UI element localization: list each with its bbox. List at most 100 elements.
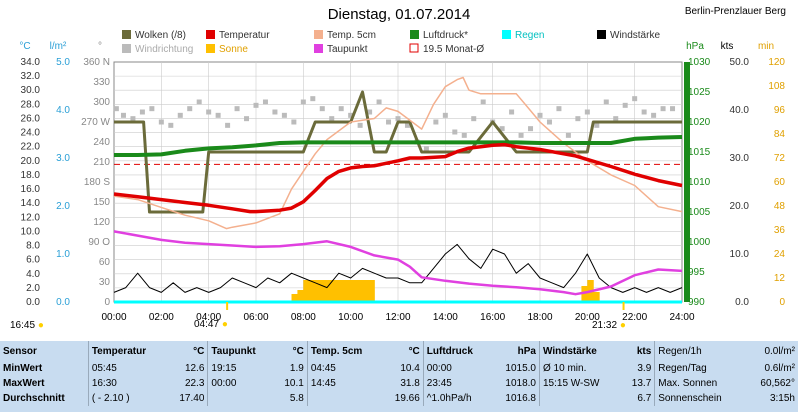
cell-t5-value: 19.66 [394, 393, 420, 404]
row-label: MinWert [3, 363, 43, 374]
wind-direction-point [603, 99, 609, 105]
hd-press: Luftdruck [422, 341, 492, 361]
stats-panel: Sensor Temperatur °C Taupunkt °C Temp. 5… [0, 341, 798, 412]
sun-bar [291, 294, 298, 302]
pressure-tick-label: 1005 [688, 207, 711, 218]
time-tick-label: 22:00 [622, 312, 647, 323]
sun-tick-label: 24 [774, 249, 786, 260]
cell-wind-time [539, 391, 622, 406]
pressure-axis-bar [684, 62, 690, 302]
chart-title: Dienstag, 01.07.2014 [327, 6, 471, 23]
hd-dew-unit: °C [292, 345, 304, 357]
stats-row: Durchschnitt ( - 2.10 ) 17.40 5.8 19.66 … [0, 391, 798, 406]
cell-wind-value: 3.9 [637, 363, 652, 374]
wind-direction-point [528, 126, 534, 132]
wind-direction-point [452, 129, 458, 135]
dir-tick-label: 300 [93, 97, 110, 108]
cell-dew-value: 5.8 [289, 393, 304, 404]
wind-direction-point [670, 106, 676, 112]
dir-tick-label: 120 [93, 217, 110, 228]
time-tick-label: 04:00 [196, 312, 221, 323]
sun-bar [581, 286, 588, 302]
cell-wind-value: 13.7 [631, 378, 652, 389]
sun-tick-label: 36 [774, 225, 786, 236]
hd-dew: Taupunkt [207, 341, 274, 361]
wind-direction-point [291, 119, 297, 125]
legend-swatch [206, 30, 215, 39]
legend-label: Luftdruck* [423, 30, 468, 41]
time-tick-label: 06:00 [243, 312, 268, 323]
cell-t5-value: 31.8 [400, 378, 420, 389]
cell-t5-time: 14:45 [306, 376, 383, 391]
wind-direction-point [509, 109, 515, 115]
stats-row: MaxWert 16:30 22.3 00:00 10.1 14:45 31.8… [0, 376, 798, 391]
series-line-luftdruck [114, 135, 683, 157]
pressure-tick-label: 1010 [688, 177, 711, 188]
legend-label: Sonne [219, 44, 248, 55]
legend-swatch [597, 30, 606, 39]
temp-tick-label: 20.0 [21, 156, 41, 167]
legend-swatch [206, 44, 215, 53]
sun-bar [321, 280, 328, 302]
sun-tick-label: 48 [774, 201, 786, 212]
dir-tick-label: 30 [99, 277, 111, 288]
wind-direction-point [130, 116, 136, 122]
wind-direction-point [556, 106, 562, 112]
sun-bar [368, 280, 375, 302]
cell-extra-value: 60,562° [760, 378, 795, 389]
cell-wind-value: 6.7 [637, 393, 652, 404]
cell-t5-value: 10.4 [400, 363, 420, 374]
sun-bar [297, 290, 304, 302]
wind-direction-point [338, 106, 344, 112]
pressure-unit-label: hPa [686, 41, 704, 52]
wind-tick-label: 20.0 [730, 201, 750, 212]
station-name: Berlin-Prenzlauer Berg [684, 6, 786, 17]
wind-direction-point [613, 116, 619, 122]
wind-direction-point [168, 122, 174, 128]
wind-direction-point [660, 106, 666, 112]
wind-direction-point [376, 99, 382, 105]
series-line-taupunkt [113, 230, 683, 296]
legend-label: Taupunkt [327, 44, 368, 55]
rain-unit-label: l/m² [50, 41, 67, 52]
sun-tick-label: 120 [768, 57, 785, 68]
legend-label: Temp. 5cm [327, 30, 376, 41]
cell-temp-value: 22.3 [184, 378, 205, 389]
cell-press-time: 23:45 [422, 376, 492, 391]
time-tick-label: 00:00 [101, 312, 126, 323]
legend-label: Wolken (/8) [135, 30, 186, 41]
time-tick-label: 14:00 [433, 312, 458, 323]
sun-bar [593, 292, 600, 302]
legend-swatch [122, 30, 131, 39]
wind-direction-point [348, 112, 354, 118]
cell-extra-label: Sonnenschein [654, 391, 746, 406]
wind-direction-point [395, 116, 401, 122]
cell-extra-label: Regen/Tag [654, 361, 746, 376]
rain-tick-label: 1.0 [56, 249, 70, 260]
hd-temp-unit: °C [193, 345, 205, 357]
wind-direction-point [641, 109, 647, 115]
wind-unit-label: kts [721, 41, 734, 52]
wind-direction-point [423, 146, 429, 152]
hd-wind-unit: kts [636, 345, 652, 357]
temp-tick-label: 18.0 [21, 170, 41, 181]
sun-tick-label: 0 [779, 297, 785, 308]
sunrise-label: 04:47 ● [194, 319, 228, 330]
wind-direction-point [262, 99, 268, 105]
wind-direction-point [196, 99, 202, 105]
sun-tick-label: 96 [774, 105, 786, 116]
wind-direction-point [329, 116, 335, 122]
cell-t5-time [306, 391, 383, 406]
sun-tick-label: 60 [774, 177, 786, 188]
temp-tick-label: 0.0 [26, 297, 40, 308]
legend-label: Regen [515, 30, 544, 41]
time-tick-label: 24:00 [669, 312, 694, 323]
sun-bar [344, 280, 352, 302]
pressure-tick-label: 1020 [688, 117, 711, 128]
dir-tick-label: 60 [99, 257, 111, 268]
wind-direction-point [518, 132, 524, 138]
sun-bar [303, 280, 310, 302]
pressure-tick-label: 1000 [688, 237, 711, 248]
wind-direction-point [386, 119, 392, 125]
wind-direction-point [244, 116, 250, 122]
